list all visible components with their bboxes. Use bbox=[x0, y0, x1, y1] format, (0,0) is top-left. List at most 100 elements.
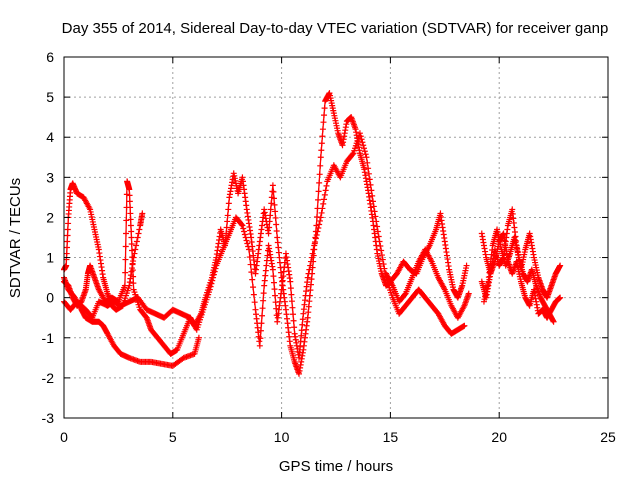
data-point-plus bbox=[130, 273, 137, 280]
data-point-plus bbox=[271, 201, 278, 208]
data-point-plus bbox=[240, 225, 247, 232]
data-point-plus bbox=[275, 249, 282, 256]
data-point-plus bbox=[298, 332, 305, 339]
y-tick-label: -2 bbox=[42, 370, 55, 386]
data-point-plus bbox=[139, 210, 146, 217]
data-point-plus bbox=[244, 240, 251, 247]
data-point-plus bbox=[242, 234, 249, 241]
data-point-plus bbox=[314, 228, 321, 235]
data-point-plus bbox=[379, 256, 386, 263]
data-point-plus bbox=[378, 247, 385, 254]
data-point-plus bbox=[250, 284, 257, 291]
data-point-plus bbox=[317, 154, 324, 161]
data-point-plus bbox=[64, 232, 71, 239]
x-tick-label: 25 bbox=[600, 429, 616, 445]
data-point-plus bbox=[367, 181, 374, 188]
data-point-plus bbox=[132, 246, 139, 253]
data-point-plus bbox=[126, 192, 133, 199]
data-point-plus bbox=[133, 238, 140, 245]
data-point-plus bbox=[272, 214, 279, 221]
data-point-plus bbox=[304, 274, 311, 281]
data-series-group bbox=[61, 90, 564, 377]
data-point-plus bbox=[288, 298, 295, 305]
data-point-plus bbox=[319, 133, 326, 140]
data-point-plus bbox=[310, 246, 317, 253]
y-tick-label: 3 bbox=[46, 169, 54, 185]
data-point-plus bbox=[289, 304, 296, 311]
data-point-plus bbox=[122, 256, 129, 263]
data-point-plus bbox=[266, 224, 273, 231]
data-point-plus bbox=[260, 290, 267, 297]
data-point-plus bbox=[358, 136, 365, 143]
data-point-plus bbox=[356, 130, 363, 137]
data-point-plus bbox=[126, 198, 133, 205]
data-point-plus bbox=[321, 105, 328, 112]
data-point-plus bbox=[267, 206, 274, 213]
data-point-plus bbox=[315, 188, 322, 195]
data-point-plus bbox=[274, 239, 281, 246]
data-point-plus bbox=[306, 298, 313, 305]
data-point-plus bbox=[248, 269, 255, 276]
data-point-plus bbox=[372, 213, 379, 220]
data-point-plus bbox=[250, 291, 257, 298]
series-track-5 bbox=[383, 246, 472, 321]
data-point-plus bbox=[299, 316, 306, 323]
data-point-plus bbox=[309, 250, 316, 257]
data-point-plus bbox=[63, 250, 70, 257]
data-point-plus bbox=[136, 226, 143, 233]
data-point-plus bbox=[257, 327, 264, 334]
data-point-plus bbox=[349, 151, 356, 158]
data-point-plus bbox=[272, 208, 279, 215]
x-tick-label: 0 bbox=[60, 429, 68, 445]
data-point-plus bbox=[290, 311, 297, 318]
data-point-plus bbox=[209, 277, 216, 284]
data-point-plus bbox=[318, 147, 325, 154]
data-point-plus bbox=[321, 196, 328, 203]
series-track-8 bbox=[480, 226, 557, 325]
data-point-plus bbox=[121, 282, 128, 289]
data-point-plus bbox=[270, 188, 277, 195]
data-point-plus bbox=[323, 182, 330, 189]
data-point-plus bbox=[224, 212, 231, 219]
data-point-plus bbox=[461, 322, 468, 329]
data-point-plus bbox=[360, 142, 367, 149]
data-point-plus bbox=[270, 195, 277, 202]
plot-frame bbox=[63, 56, 609, 419]
data-point-plus bbox=[210, 271, 217, 278]
data-point-plus bbox=[126, 186, 133, 193]
data-point-plus bbox=[401, 291, 408, 298]
data-point-plus bbox=[207, 283, 214, 290]
data-point-plus bbox=[251, 299, 258, 306]
data-point-plus bbox=[308, 276, 315, 283]
data-point-plus bbox=[238, 221, 245, 228]
data-point-plus bbox=[296, 354, 303, 361]
data-point-plus bbox=[275, 244, 282, 251]
data-point-plus bbox=[261, 277, 268, 284]
data-point-plus bbox=[272, 292, 279, 299]
data-point-plus bbox=[465, 290, 472, 297]
data-point-plus bbox=[268, 200, 275, 207]
data-point-plus bbox=[316, 221, 323, 228]
data-point-plus bbox=[122, 269, 129, 276]
y-tick-label: 4 bbox=[46, 129, 54, 145]
data-point-plus bbox=[363, 154, 370, 161]
data-point-plus bbox=[130, 280, 137, 287]
data-point-plus bbox=[256, 342, 263, 349]
data-point-plus bbox=[260, 297, 267, 304]
data-point-plus bbox=[270, 279, 277, 286]
data-point-plus bbox=[319, 126, 326, 133]
x-tick-label: 5 bbox=[169, 429, 177, 445]
data-point-plus bbox=[381, 265, 388, 272]
data-point-plus bbox=[239, 222, 246, 229]
data-point-plus bbox=[247, 261, 254, 268]
data-point-plus bbox=[299, 321, 306, 328]
data-point-plus bbox=[557, 294, 564, 301]
data-point-plus bbox=[312, 239, 319, 246]
data-point-plus bbox=[307, 262, 314, 269]
data-point-plus bbox=[123, 230, 130, 237]
data-point-plus bbox=[307, 258, 314, 265]
data-point-plus bbox=[313, 231, 320, 238]
data-point-plus bbox=[129, 267, 136, 274]
data-point-plus bbox=[362, 151, 369, 158]
